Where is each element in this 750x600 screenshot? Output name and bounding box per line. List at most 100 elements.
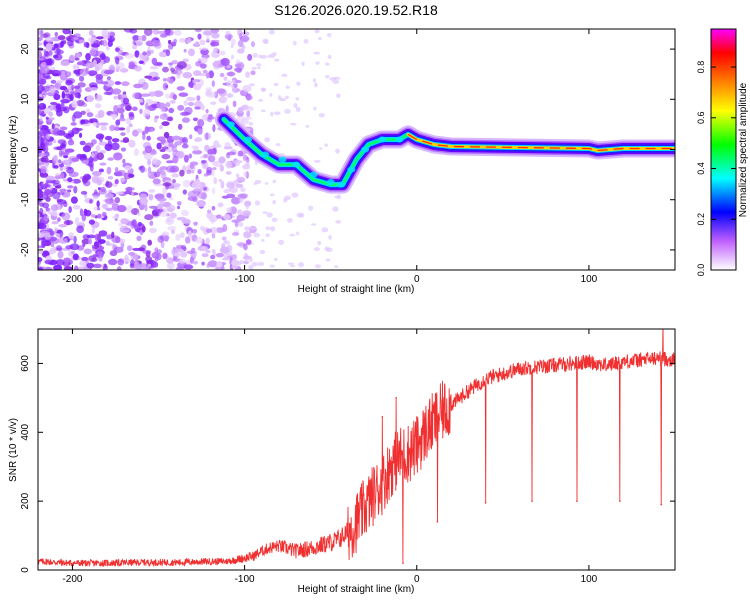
- noise-blob: [132, 34, 140, 41]
- noise-blob: [95, 73, 104, 80]
- noise-blob: [74, 217, 80, 225]
- noise-blob: [217, 202, 224, 208]
- noise-blob: [65, 71, 72, 78]
- noise-blob: [189, 255, 195, 264]
- snr-spike: [484, 502, 487, 504]
- noise-blob: [66, 185, 74, 189]
- noise-blob: [335, 148, 340, 154]
- noise-blob: [154, 247, 159, 254]
- noise-blob: [67, 189, 72, 193]
- noise-blob: [210, 254, 216, 260]
- noise-blob: [281, 73, 288, 78]
- x-tick-label: 100: [581, 274, 598, 285]
- noise-blob: [336, 93, 341, 98]
- noise-blob: [100, 125, 107, 131]
- noise-blob: [84, 197, 95, 204]
- noise-blob: [318, 113, 325, 118]
- noise-blob: [175, 150, 185, 159]
- noise-blob: [53, 264, 63, 270]
- noise-blob: [232, 232, 240, 236]
- noise-blob: [53, 93, 61, 101]
- noise-blob: [38, 222, 47, 230]
- noise-blob: [148, 193, 154, 201]
- noise-blob: [115, 191, 124, 195]
- noise-blob: [314, 29, 320, 34]
- noise-blob: [147, 166, 152, 174]
- noise-blob: [224, 33, 233, 40]
- noise-blob: [141, 34, 147, 42]
- noise-blob: [208, 214, 218, 223]
- noise-blob: [97, 213, 102, 219]
- noise-blob: [118, 117, 126, 122]
- noise-blob: [156, 142, 162, 150]
- noise-blob: [269, 264, 275, 268]
- noise-blob: [78, 221, 85, 226]
- noise-blob: [76, 39, 80, 44]
- noise-blob: [149, 71, 159, 78]
- noise-blob: [128, 251, 136, 256]
- noise-blob: [287, 217, 293, 223]
- noise-blob: [177, 104, 185, 111]
- noise-blob: [152, 29, 159, 35]
- noise-blob: [54, 175, 63, 180]
- noise-blob: [182, 189, 187, 195]
- noise-blob: [149, 220, 154, 226]
- noise-blob: [327, 54, 332, 59]
- noise-blob: [139, 165, 146, 173]
- noise-blob: [74, 85, 81, 89]
- snr-x-label: Height of straight line (km): [298, 584, 415, 595]
- noise-blob: [192, 260, 198, 265]
- snr-axes: -200 -100 0 100 0 200 400 600: [20, 329, 675, 585]
- noise-blob: [237, 209, 243, 215]
- noise-blob: [231, 259, 240, 267]
- noise-blob: [73, 265, 79, 270]
- noise-blob: [99, 53, 106, 61]
- noise-blob: [241, 31, 250, 36]
- noise-blob: [133, 83, 143, 89]
- noise-blob: [270, 111, 274, 117]
- noise-blob: [135, 39, 143, 47]
- noise-blob: [63, 266, 74, 270]
- noise-blob: [237, 150, 244, 157]
- noise-blob: [151, 40, 161, 47]
- noise-blob: [61, 91, 66, 99]
- noise-blob: [269, 226, 276, 232]
- noise-blob: [197, 73, 208, 77]
- noise-blob: [207, 260, 218, 268]
- noise-blob: [256, 63, 262, 67]
- noise-blob: [168, 142, 174, 148]
- noise-blob: [118, 127, 126, 131]
- noise-blob: [48, 111, 54, 117]
- noise-blob: [63, 154, 69, 159]
- noise-blob: [147, 239, 153, 246]
- noise-blob: [57, 35, 66, 41]
- noise-blob: [257, 54, 263, 59]
- noise-blob: [120, 218, 129, 225]
- noise-blob: [118, 223, 124, 227]
- noise-blob: [134, 50, 140, 58]
- noise-blob: [159, 113, 169, 120]
- noise-blob: [236, 160, 243, 164]
- noise-blob: [197, 119, 205, 128]
- noise-blob: [162, 66, 169, 73]
- noise-blob: [227, 93, 233, 98]
- noise-blob: [43, 214, 49, 222]
- noise-blob: [188, 48, 195, 57]
- noise-blob: [100, 81, 109, 85]
- noise-blob: [178, 92, 189, 97]
- noise-blob: [76, 225, 84, 234]
- noise-blob: [173, 252, 181, 257]
- noise-blob: [73, 33, 81, 38]
- noise-blob: [183, 154, 189, 163]
- noise-blob: [60, 40, 65, 48]
- noise-blob: [76, 61, 84, 66]
- noise-blob: [175, 266, 184, 270]
- noise-blob: [122, 97, 130, 105]
- noise-blob: [152, 261, 159, 268]
- noise-blob: [188, 153, 193, 159]
- noise-blob: [88, 219, 95, 225]
- noise-blob: [196, 95, 201, 101]
- noise-blob: [177, 123, 183, 130]
- noise-blob: [69, 95, 73, 100]
- colorbar-tick-label: 0.2: [696, 213, 706, 226]
